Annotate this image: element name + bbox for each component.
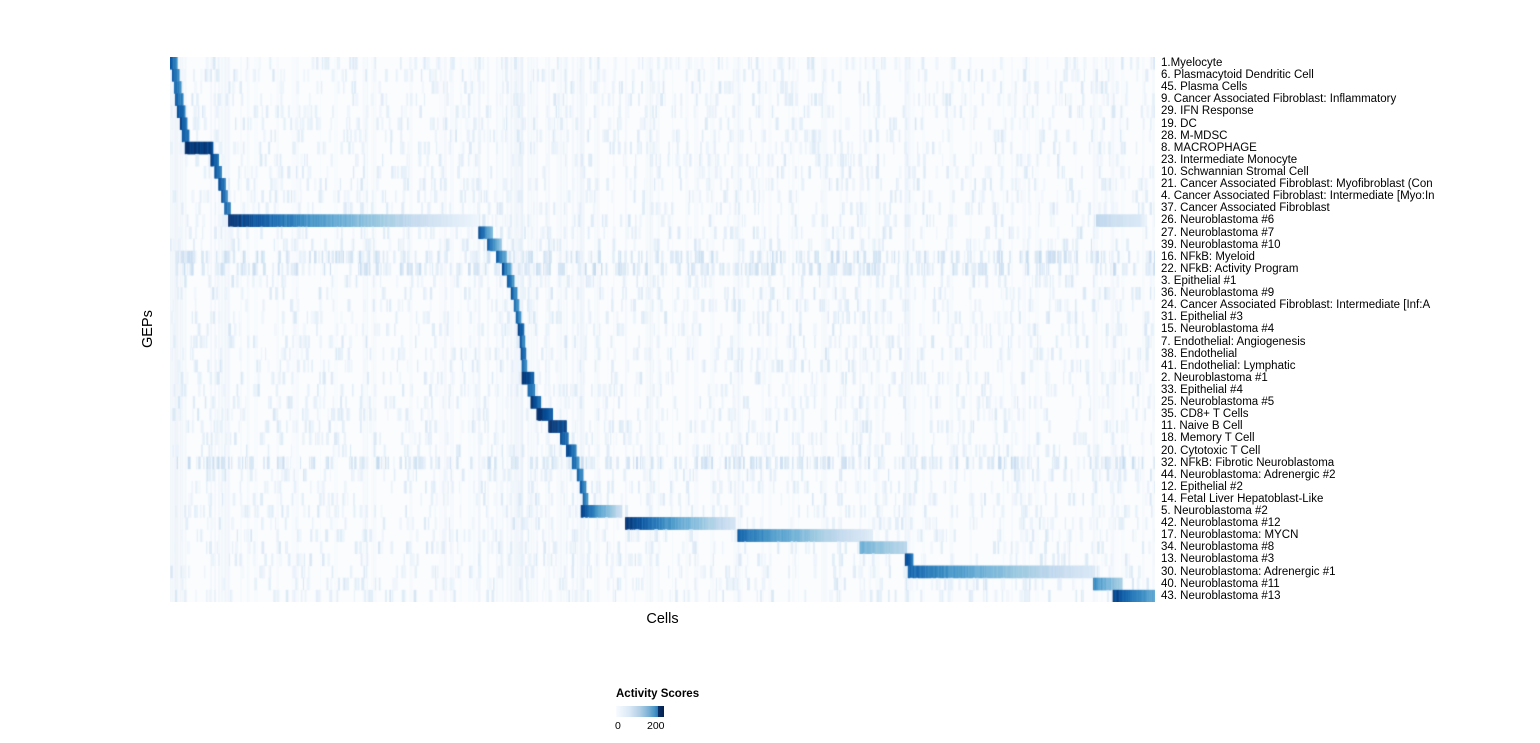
gep-row-labels: 1.Myelocyte 6. Plasmacytoid Dendritic Cel…	[1161, 57, 1540, 609]
legend-tick-min: 0	[615, 720, 621, 732]
legend-ticks: 0 200	[615, 720, 696, 733]
gep-row-label: 21. Cancer Associated Fibroblast: Myofib…	[1161, 178, 1433, 191]
legend-tick-max: 200	[647, 720, 665, 732]
gep-row-label: 26. Neuroblastoma #6	[1161, 214, 1275, 227]
gep-row-label: 40. Neuroblastoma #11	[1161, 577, 1280, 590]
gep-row-label: 19. DC	[1161, 117, 1197, 130]
gep-row-label: 32. NFkB: Fibrotic Neuroblastoma	[1161, 456, 1335, 469]
gep-row-label: 12. Epithelial #2	[1161, 480, 1243, 493]
gep-row-label: 27. Neuroblastoma #7	[1161, 226, 1275, 239]
y-axis-label: GEPs	[140, 310, 156, 349]
gep-row-label: 44. Neuroblastoma: Adrenergic #2	[1161, 468, 1336, 481]
gep-row-label: 45. Plasma Cells	[1161, 81, 1248, 94]
gep-row-label: 41. Endothelial: Lymphatic	[1161, 359, 1296, 372]
gep-row-label: 43. Neuroblastoma #13	[1161, 589, 1281, 602]
gep-row-label: 10. Schwannian Stromal Cell	[1161, 165, 1309, 178]
activity-scores-legend: Activity Scores 0 200	[615, 688, 746, 733]
gep-row-label: 31. Epithelial #3	[1161, 311, 1243, 324]
gep-row-label: 17. Neuroblastoma: MYCN	[1161, 529, 1299, 542]
gep-row-label: 24. Cancer Associated Fibroblast: Interm…	[1161, 299, 1431, 312]
heatmap-canvas	[170, 57, 1155, 602]
gep-row-label: 30. Neuroblastoma: Adrenergic #1	[1161, 565, 1336, 578]
gep-row-label: 37. Cancer Associated Fibroblast	[1161, 202, 1330, 215]
gep-row-label: 6. Plasmacytoid Dendritic Cell	[1161, 69, 1314, 82]
legend-title: Activity Scores	[616, 688, 700, 700]
gep-row-label: 3. Epithelial #1	[1161, 274, 1237, 287]
gep-row-label: 33. Epithelial #4	[1161, 383, 1243, 396]
gep-row-label: 5. Neuroblastoma #2	[1161, 505, 1268, 518]
gep-row-label: 11. Naive B Cell	[1161, 420, 1243, 433]
gep-row-label: 35. CD8+ T Cells	[1161, 408, 1249, 421]
gep-row-label: 15. Neuroblastoma #4	[1161, 323, 1275, 336]
gep-row-label: 39. Neuroblastoma #10	[1161, 238, 1281, 251]
gep-row-label: 38. Endothelial	[1161, 347, 1238, 360]
gep-row-label: 13. Neuroblastoma #3	[1161, 553, 1275, 566]
gep-row-label: 7. Endothelial: Angiogenesis	[1161, 335, 1306, 348]
gep-row-label: 23. Intermediate Monocyte	[1161, 153, 1298, 166]
gep-row-label: 22. NFkB: Activity Program	[1161, 262, 1299, 275]
gep-row-label: 1.Myelocyte	[1161, 57, 1223, 69]
gep-row-label: 16. NFkB: Myeloid	[1161, 250, 1255, 263]
legend-colorbar	[616, 706, 664, 717]
gep-row-label: 28. M-MDSC	[1161, 129, 1228, 142]
gep-row-label: 20. Cytotoxic T Cell	[1161, 444, 1261, 457]
gep-row-label: 36. Neuroblastoma #9	[1161, 287, 1275, 300]
gep-row-label: 4. Cancer Associated Fibroblast: Interme…	[1161, 190, 1435, 203]
gep-row-label: 29. IFN Response	[1161, 105, 1254, 118]
gep-row-label: 8. MACROPHAGE	[1161, 141, 1257, 154]
gep-row-label: 9. Cancer Associated Fibroblast: Inflamm…	[1161, 93, 1397, 106]
gep-row-label: 14. Fetal Liver Hepatoblast-Like	[1161, 492, 1324, 505]
x-axis-label: Cells	[646, 611, 679, 627]
gep-row-label: 2. Neuroblastoma #1	[1161, 371, 1268, 384]
gep-row-label: 18. Memory T Cell	[1161, 432, 1255, 445]
gep-row-label: 34. Neuroblastoma #8	[1161, 541, 1275, 554]
gep-row-label: 42. Neuroblastoma #12	[1161, 517, 1281, 530]
gep-row-label: 25. Neuroblastoma #5	[1161, 396, 1275, 409]
